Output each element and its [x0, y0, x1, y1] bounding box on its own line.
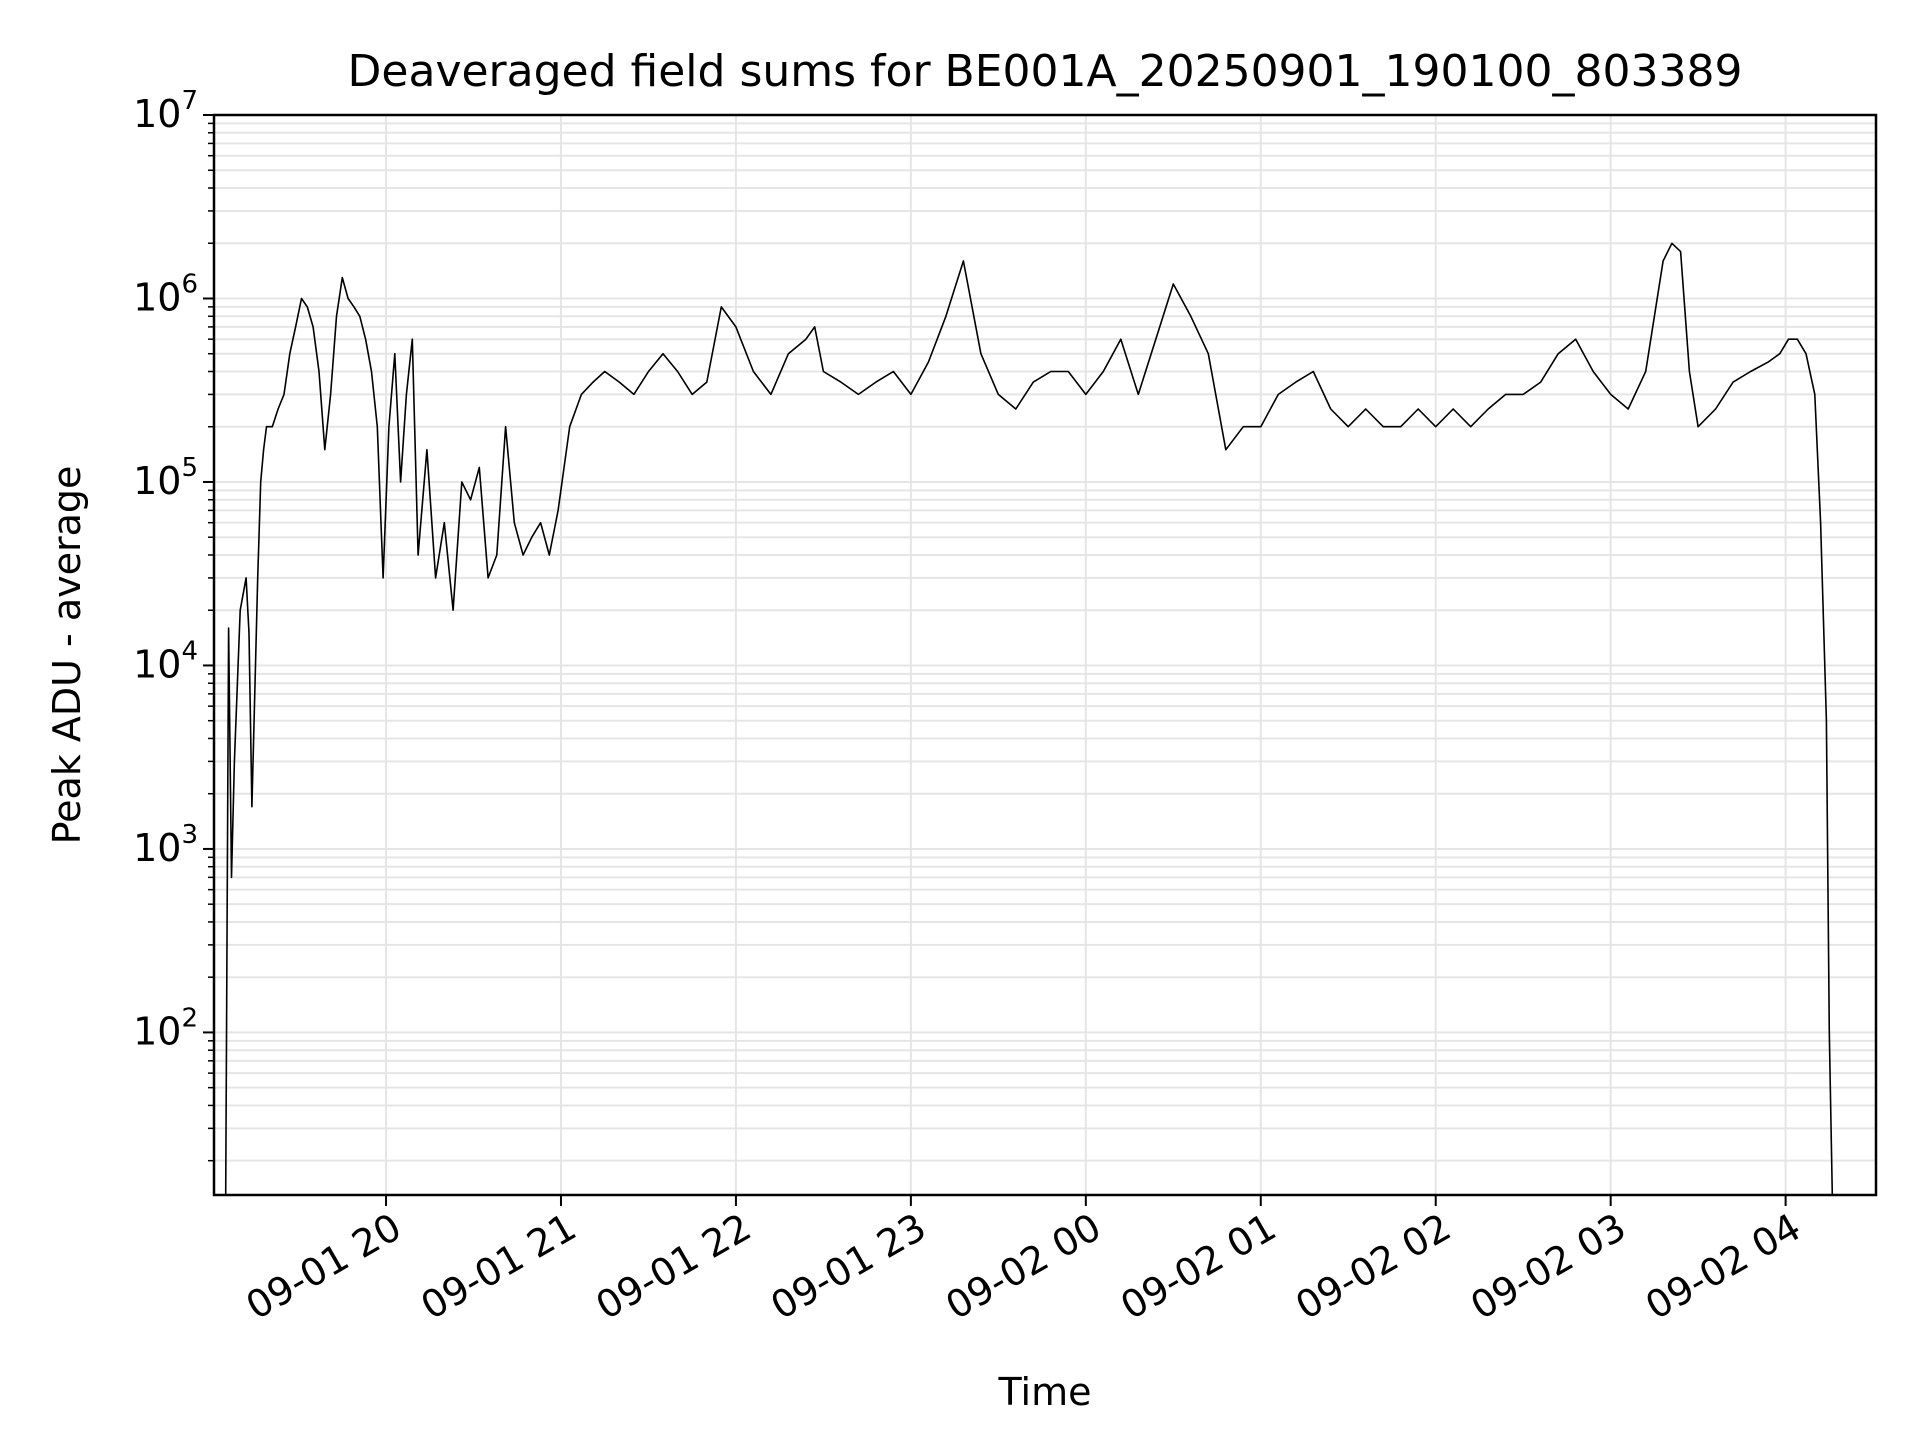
- y-tick-label: 106: [133, 269, 198, 319]
- y-tick-label: 104: [133, 636, 198, 686]
- y-tick-label: 103: [133, 820, 198, 870]
- x-axis-label: Time: [998, 1370, 1092, 1414]
- y-tick-label: 105: [133, 453, 198, 503]
- y-axis-label: Peak ADU - average: [45, 466, 89, 845]
- y-axis: 102 103 104 105 106 107: [133, 86, 214, 1162]
- y-tick-label: 102: [133, 1003, 198, 1053]
- grid: [214, 115, 1876, 1195]
- series-line: [224, 242, 1834, 1196]
- plot-area-frame: [212, 113, 1878, 1197]
- series-layer: [224, 242, 1834, 1196]
- chart-title: Deaveraged field sums for BE001A_2025090…: [348, 46, 1743, 97]
- y-tick-label: 107: [133, 86, 198, 136]
